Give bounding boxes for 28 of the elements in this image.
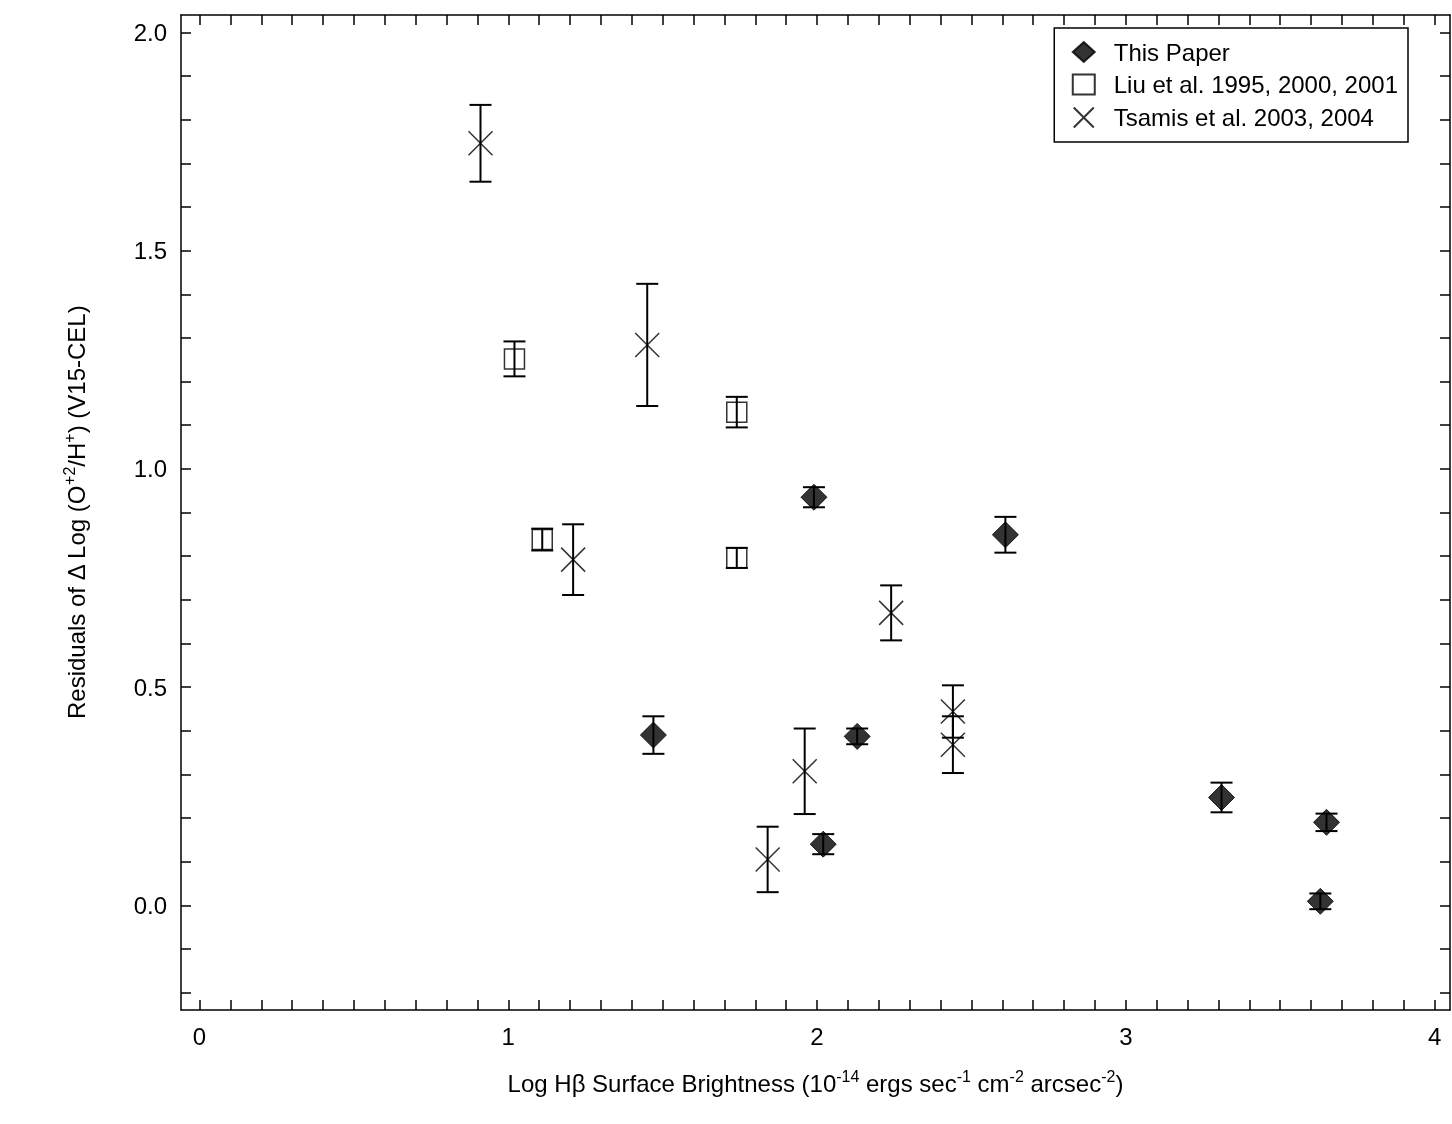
point	[503, 348, 526, 370]
point	[878, 600, 904, 626]
legend-label: Liu et al. 1995, 2000, 2001	[1113, 71, 1399, 98]
point	[560, 546, 586, 573]
legend-label: Tsamis et al. 2003, 2004	[1113, 104, 1374, 131]
x-tick-label: 4	[1427, 1022, 1442, 1050]
point	[726, 401, 748, 423]
point	[940, 731, 966, 758]
legend-label: This Paper	[1113, 38, 1230, 66]
point	[843, 722, 871, 750]
y-axis-title: Residuals of Δ Log (O+2/H+) (V15-CEL)	[60, 305, 90, 720]
x-tick-label: 2	[810, 1022, 824, 1050]
x-tick-label: 3	[1119, 1022, 1133, 1050]
y-tick-label: 0.0	[133, 891, 167, 919]
point	[791, 758, 818, 785]
point	[634, 332, 660, 358]
point	[940, 698, 966, 725]
x-tick-label: 0	[192, 1022, 207, 1050]
y-tick-label: 0.5	[133, 673, 167, 701]
point	[754, 846, 781, 873]
y-tick-label: 1.5	[133, 237, 167, 265]
y-tick-label: 2.0	[133, 18, 167, 46]
point	[467, 130, 494, 157]
x-tick-label: 1	[501, 1022, 515, 1050]
point	[1306, 887, 1334, 915]
y-tick-label: 1.0	[133, 455, 167, 483]
point	[639, 721, 667, 749]
point	[991, 521, 1019, 549]
